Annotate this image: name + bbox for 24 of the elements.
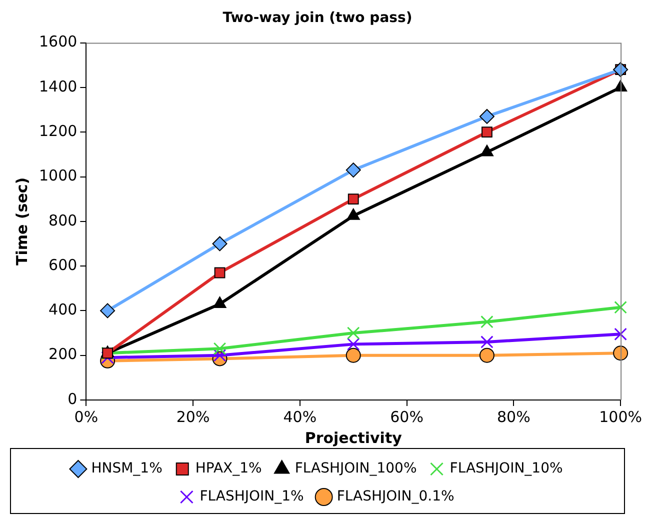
legend-label: FLASHJOIN_0.1% [336,488,454,505]
y-axis-title: Time (sec) [12,177,31,266]
y-tick-label: 1600 [38,32,78,51]
y-tick-label: 1400 [38,77,78,96]
legend-label: FLASHJOIN_1% [200,488,304,505]
x-axis-title: Projectivity [304,428,402,447]
legend-label: FLASHJOIN_10% [450,460,563,477]
legend-label: FLASHJOIN_100% [294,460,417,477]
y-tick-label: 400 [48,300,78,319]
x-tick-label: 60% [390,408,424,426]
x-tick-label: 0% [74,408,98,426]
x-tick-label: 20% [176,408,210,426]
y-tick-label: 0 [68,390,78,408]
x-tick-label: 80% [497,408,530,426]
y-tick-label: 1200 [38,122,78,140]
x-tick-label: 100% [599,408,642,426]
chart-title: Two-way join (two pass) [222,10,412,26]
y-tick-label: 600 [48,256,78,274]
y-tick-label: 1000 [38,166,78,185]
legend-label: HPAX_1% [195,460,262,477]
x-tick-label: 40% [283,408,317,426]
y-tick-label: 200 [48,345,78,364]
y-tick-label: 800 [48,211,78,230]
legend-label: HNSM_1% [91,460,162,477]
